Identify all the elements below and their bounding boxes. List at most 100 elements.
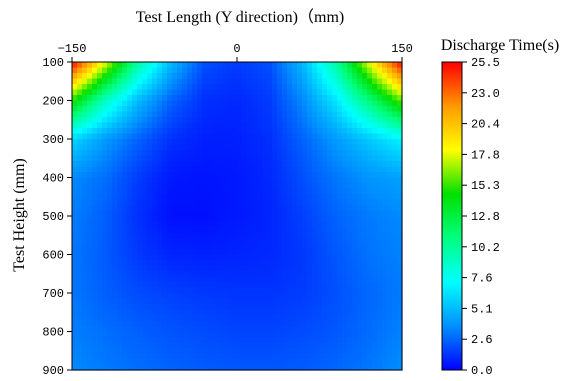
contour-cell bbox=[377, 188, 383, 195]
contour-cell bbox=[112, 276, 118, 283]
contour-cell bbox=[302, 359, 308, 366]
contour-cell bbox=[357, 155, 363, 162]
contour-cell bbox=[397, 331, 403, 338]
contour-cell bbox=[82, 67, 88, 74]
contour-cell bbox=[242, 67, 248, 74]
contour-cell bbox=[212, 304, 218, 311]
contour-cell bbox=[127, 199, 133, 206]
contour-cell bbox=[382, 84, 388, 91]
contour-cell bbox=[282, 144, 288, 151]
contour-cell bbox=[227, 359, 233, 366]
contour-cell bbox=[387, 298, 393, 305]
contour-cell bbox=[172, 276, 178, 283]
contour-cell bbox=[277, 155, 283, 162]
contour-cell bbox=[122, 315, 128, 322]
contour-cell bbox=[327, 139, 333, 146]
contour-cell bbox=[202, 254, 208, 261]
contour-cell bbox=[302, 84, 308, 91]
contour-cell bbox=[237, 84, 243, 91]
contour-cell bbox=[377, 139, 383, 146]
contour-cell bbox=[212, 100, 218, 107]
contour-cell bbox=[102, 353, 108, 360]
contour-cell bbox=[327, 194, 333, 201]
contour-cell bbox=[92, 205, 98, 212]
contour-cell bbox=[277, 100, 283, 107]
contour-cell bbox=[162, 155, 168, 162]
contour-cell bbox=[247, 166, 253, 173]
contour-cell bbox=[282, 95, 288, 102]
contour-cell bbox=[132, 254, 138, 261]
contour-cell bbox=[287, 304, 293, 311]
contour-cell bbox=[187, 78, 193, 85]
contour-cell bbox=[267, 128, 273, 135]
contour-cell bbox=[362, 221, 368, 228]
contour-cell bbox=[282, 177, 288, 184]
contour-cell bbox=[287, 249, 293, 256]
contour-cell bbox=[272, 221, 278, 228]
contour-cell bbox=[307, 221, 313, 228]
contour-cell bbox=[292, 161, 298, 168]
contour-cell bbox=[207, 172, 213, 179]
contour-cell bbox=[337, 122, 343, 129]
contour-cell bbox=[102, 309, 108, 316]
contour-cell bbox=[187, 216, 193, 223]
contour-cell bbox=[392, 199, 398, 206]
contour-cell bbox=[367, 89, 373, 96]
contour-cell bbox=[372, 205, 378, 212]
contour-cell bbox=[342, 331, 348, 338]
contour-cell bbox=[232, 249, 238, 256]
contour-cell bbox=[82, 199, 88, 206]
contour-cell bbox=[107, 155, 113, 162]
contour-cell bbox=[307, 232, 313, 239]
contour-cell bbox=[247, 161, 253, 168]
contour-cell bbox=[312, 128, 318, 135]
contour-cell bbox=[117, 304, 123, 311]
contour-cell bbox=[392, 122, 398, 129]
contour-cell bbox=[347, 199, 353, 206]
contour-cell bbox=[157, 95, 163, 102]
contour-cell bbox=[227, 232, 233, 239]
contour-cell bbox=[387, 183, 393, 190]
contour-cell bbox=[157, 205, 163, 212]
contour-cell bbox=[332, 78, 338, 85]
contour-cell bbox=[327, 249, 333, 256]
contour-cell bbox=[117, 84, 123, 91]
contour-cell bbox=[217, 309, 223, 316]
contour-cell bbox=[307, 216, 313, 223]
contour-cell bbox=[242, 133, 248, 140]
contour-cell bbox=[162, 315, 168, 322]
contour-cell bbox=[227, 133, 233, 140]
contour-cell bbox=[87, 282, 93, 289]
contour-cell bbox=[272, 232, 278, 239]
contour-cell bbox=[277, 188, 283, 195]
contour-cell bbox=[207, 342, 213, 349]
contour-cell bbox=[387, 188, 393, 195]
contour-cell bbox=[322, 210, 328, 217]
contour-cell bbox=[182, 73, 188, 80]
contour-cell bbox=[342, 139, 348, 146]
contour-cell bbox=[312, 67, 318, 74]
contour-cell bbox=[292, 304, 298, 311]
contour-cell bbox=[167, 287, 173, 294]
contour-cell bbox=[197, 111, 203, 118]
contour-cell bbox=[302, 293, 308, 300]
contour-cell bbox=[312, 353, 318, 360]
contour-cell bbox=[377, 309, 383, 316]
contour-cell bbox=[242, 95, 248, 102]
contour-cell bbox=[167, 282, 173, 289]
contour-cell bbox=[117, 150, 123, 157]
contour-cell bbox=[387, 227, 393, 234]
contour-cell bbox=[262, 216, 268, 223]
contour-cell bbox=[382, 276, 388, 283]
contour-cell bbox=[77, 117, 83, 124]
contour-cell bbox=[82, 304, 88, 311]
contour-cell bbox=[242, 243, 248, 250]
contour-cell bbox=[267, 320, 273, 327]
contour-cell bbox=[277, 84, 283, 91]
contour-cell bbox=[197, 84, 203, 91]
contour-cell bbox=[287, 210, 293, 217]
contour-cell bbox=[177, 359, 183, 366]
contour-cell bbox=[212, 155, 218, 162]
contour-cell bbox=[312, 276, 318, 283]
contour-cell bbox=[212, 320, 218, 327]
